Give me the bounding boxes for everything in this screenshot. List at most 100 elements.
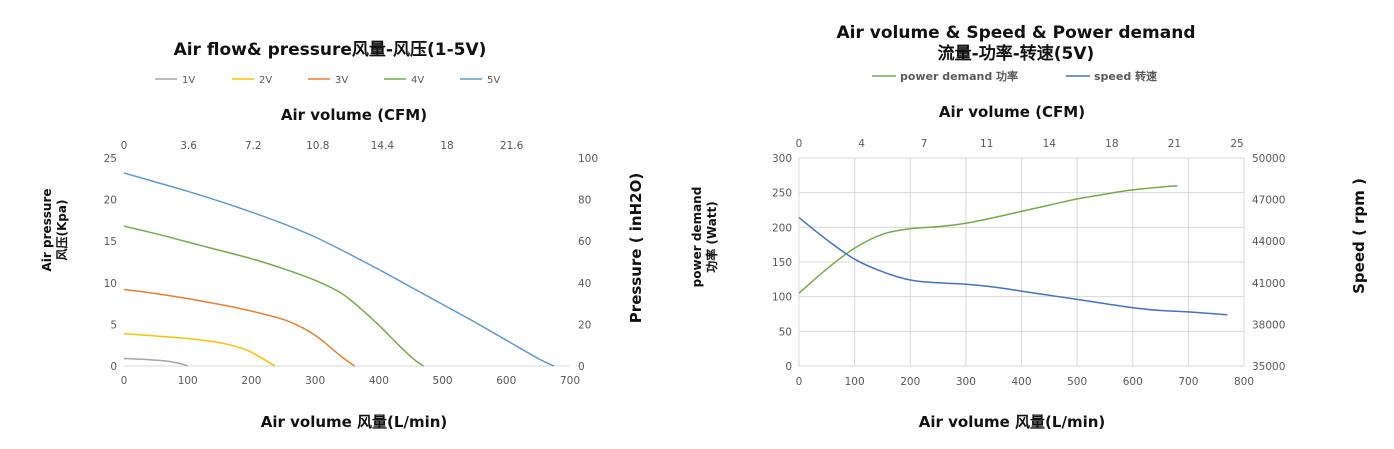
- chart1-right-tick-labels: 0 20 40 60 80 100: [578, 153, 598, 373]
- volume-speed-power-chart: Air volume & Speed & Power demand 流量-功率-…: [690, 23, 1368, 431]
- chart2-x2-axis-title: Air volume (CFM): [939, 103, 1085, 121]
- chart1-top-tick-1: 3.6: [180, 140, 197, 152]
- chart1-bottom-tick-4: 400: [369, 375, 389, 387]
- chart1-bottom-tick-5: 500: [433, 375, 453, 387]
- chart1-legend-label-3: 4V: [411, 75, 424, 86]
- chart2-top-tick-2: 7: [921, 138, 928, 150]
- chart1-bottom-tick-6: 600: [496, 375, 516, 387]
- chart2-plot-frame: [798, 157, 1245, 367]
- chart1-title: Air flow& pressure风量-风压(1-5V): [174, 39, 487, 60]
- chart1-legend: 1V 2V 3V 4V 5V: [155, 75, 500, 86]
- chart1-top-tick-2: 7.2: [245, 140, 262, 152]
- chart2-left-tick-5: 250: [772, 188, 792, 200]
- chart1-legend-label-1: 2V: [259, 75, 272, 86]
- chart1-right-tick-0: 0: [578, 361, 585, 373]
- chart2-bottom-tick-labels: 0 100 200 300 400 500 600 700 800: [796, 376, 1254, 388]
- chart2-right-tick-0: 35000: [1252, 361, 1285, 373]
- chart2-right-tick-3: 44000: [1252, 236, 1285, 248]
- chart1-left-tick-3: 15: [104, 236, 117, 248]
- chart1-right-tick-5: 100: [578, 153, 598, 165]
- chart1-legend-label-2: 3V: [335, 75, 348, 86]
- chart2-bottom-tick-4: 400: [1011, 376, 1031, 388]
- chart1-left-tick-2: 10: [104, 278, 117, 290]
- chart1-top-tick-labels: 0 3.6 7.2 10.8 14.4 18 21.6: [121, 140, 524, 152]
- chart2-top-tick-3: 11: [980, 138, 993, 150]
- chart2-title-line2: 流量-功率-转速(5V): [938, 43, 1095, 64]
- chart1-bottom-tick-7: 700: [560, 375, 580, 387]
- chart2-y2-axis-title: Speed ( rpm ): [1350, 178, 1368, 294]
- chart2-series-line-0: [798, 184, 1178, 294]
- chart2-left-tick-6: 300: [772, 153, 792, 165]
- chart1-y2-axis-title: Pressure ( inH2O): [627, 173, 645, 323]
- chart2-y-axis-title-line1: power demand: [690, 187, 704, 288]
- chart1-y-axis-title-line1: Air pressure: [40, 188, 54, 271]
- chart1-left-tick-labels: 0 5 10 15 20 25: [104, 153, 117, 373]
- chart1-right-tick-1: 20: [578, 319, 591, 331]
- chart2-right-tick-1: 38000: [1252, 319, 1285, 331]
- chart1-bottom-tick-1: 100: [178, 375, 198, 387]
- chart1-right-tick-3: 60: [578, 236, 591, 248]
- chart2-left-tick-labels: 0 50 100 150 200 250 300: [772, 153, 792, 373]
- chart2-y-axis-title-line2: 功率 (Watt): [704, 201, 719, 273]
- chart1-legend-label-0: 1V: [182, 75, 195, 86]
- chart1-x-axis-title: Air volume 风量(L/min): [261, 413, 448, 431]
- chart1-top-tick-0: 0: [121, 140, 128, 152]
- chart2-left-tick-4: 200: [772, 222, 792, 234]
- chart1-series-line-5V: [123, 172, 555, 367]
- chart1-left-tick-1: 5: [110, 319, 117, 331]
- chart1-right-tick-4: 80: [578, 195, 591, 207]
- chart2-bottom-tick-2: 200: [900, 376, 920, 388]
- chart2-x-axis-title: Air volume 风量(L/min): [919, 413, 1106, 431]
- chart1-bottom-tick-0: 0: [121, 375, 128, 387]
- chart2-right-tick-4: 47000: [1252, 195, 1285, 207]
- chart2-left-tick-0: 0: [785, 361, 792, 373]
- chart2-top-tick-5: 18: [1105, 138, 1118, 150]
- chart2-bottom-tick-0: 0: [796, 376, 803, 388]
- chart2-bottom-tick-8: 800: [1234, 376, 1254, 388]
- chart1-top-tick-6: 21.6: [500, 140, 524, 152]
- chart2-bottom-tick-6: 600: [1123, 376, 1143, 388]
- chart2-legend: power demand 功率 speed 转速: [872, 69, 1157, 83]
- chart2-top-tick-1: 4: [858, 138, 865, 150]
- chart1-left-tick-5: 25: [104, 153, 117, 165]
- chart1-top-tick-5: 18: [440, 140, 453, 152]
- chart1-top-tick-3: 10.8: [306, 140, 329, 152]
- chart2-left-tick-1: 50: [779, 326, 792, 338]
- chart2-top-tick-4: 14: [1043, 138, 1057, 150]
- chart1-series-line-2V: [123, 332, 276, 367]
- chart2-bottom-tick-5: 500: [1067, 376, 1087, 388]
- chart1-right-tick-2: 40: [578, 278, 591, 290]
- chart1-left-tick-4: 20: [104, 195, 117, 207]
- air-flow-pressure-chart: Air flow& pressure风量-风压(1-5V) 1V 2V 3V 4V 5V…: [40, 39, 645, 431]
- chart2-title-line1: Air volume & Speed & Power demand: [836, 23, 1195, 43]
- chart1-series-line-1V: [123, 357, 188, 367]
- chart1-series-line-3V: [123, 288, 356, 367]
- chart2-bottom-tick-7: 700: [1178, 376, 1198, 388]
- chart1-top-tick-4: 14.4: [371, 140, 395, 152]
- chart2-legend-label-0: power demand 功率: [900, 69, 1018, 83]
- chart2-top-tick-6: 21: [1168, 138, 1181, 150]
- chart2-series-lines: [798, 184, 1228, 316]
- chart1-bottom-tick-2: 200: [241, 375, 261, 387]
- chart1-y-axis-title-line2: 风压(Kpa): [55, 200, 69, 261]
- chart1-bottom-tick-3: 300: [305, 375, 325, 387]
- chart2-bottom-tick-3: 300: [956, 376, 976, 388]
- chart2-right-tick-5: 50000: [1252, 153, 1285, 165]
- chart2-series-line-1: [798, 217, 1228, 316]
- chart1-bottom-tick-labels: 0 100 200 300 400 500 600 700: [121, 375, 580, 387]
- chart2-gridlines: [799, 158, 1244, 366]
- chart2-top-tick-0: 0: [796, 138, 803, 150]
- chart2-left-tick-3: 150: [772, 257, 792, 269]
- chart1-x2-axis-title: Air volume (CFM): [281, 106, 427, 124]
- chart1-legend-label-4: 5V: [487, 75, 500, 86]
- chart2-right-tick-labels: 35000 38000 41000 44000 47000 50000: [1252, 153, 1285, 373]
- chart1-series-lines: [123, 172, 555, 367]
- chart2-legend-label-1: speed 转速: [1094, 69, 1157, 83]
- chart1-series-line-4V: [123, 225, 424, 367]
- chart2-right-tick-2: 41000: [1252, 278, 1285, 290]
- chart2-bottom-tick-1: 100: [845, 376, 865, 388]
- chart2-left-tick-2: 100: [772, 292, 792, 304]
- chart2-top-tick-7: 25: [1230, 138, 1243, 150]
- chart2-top-tick-labels: 0 4 7 11 14 18 21 25: [796, 138, 1244, 150]
